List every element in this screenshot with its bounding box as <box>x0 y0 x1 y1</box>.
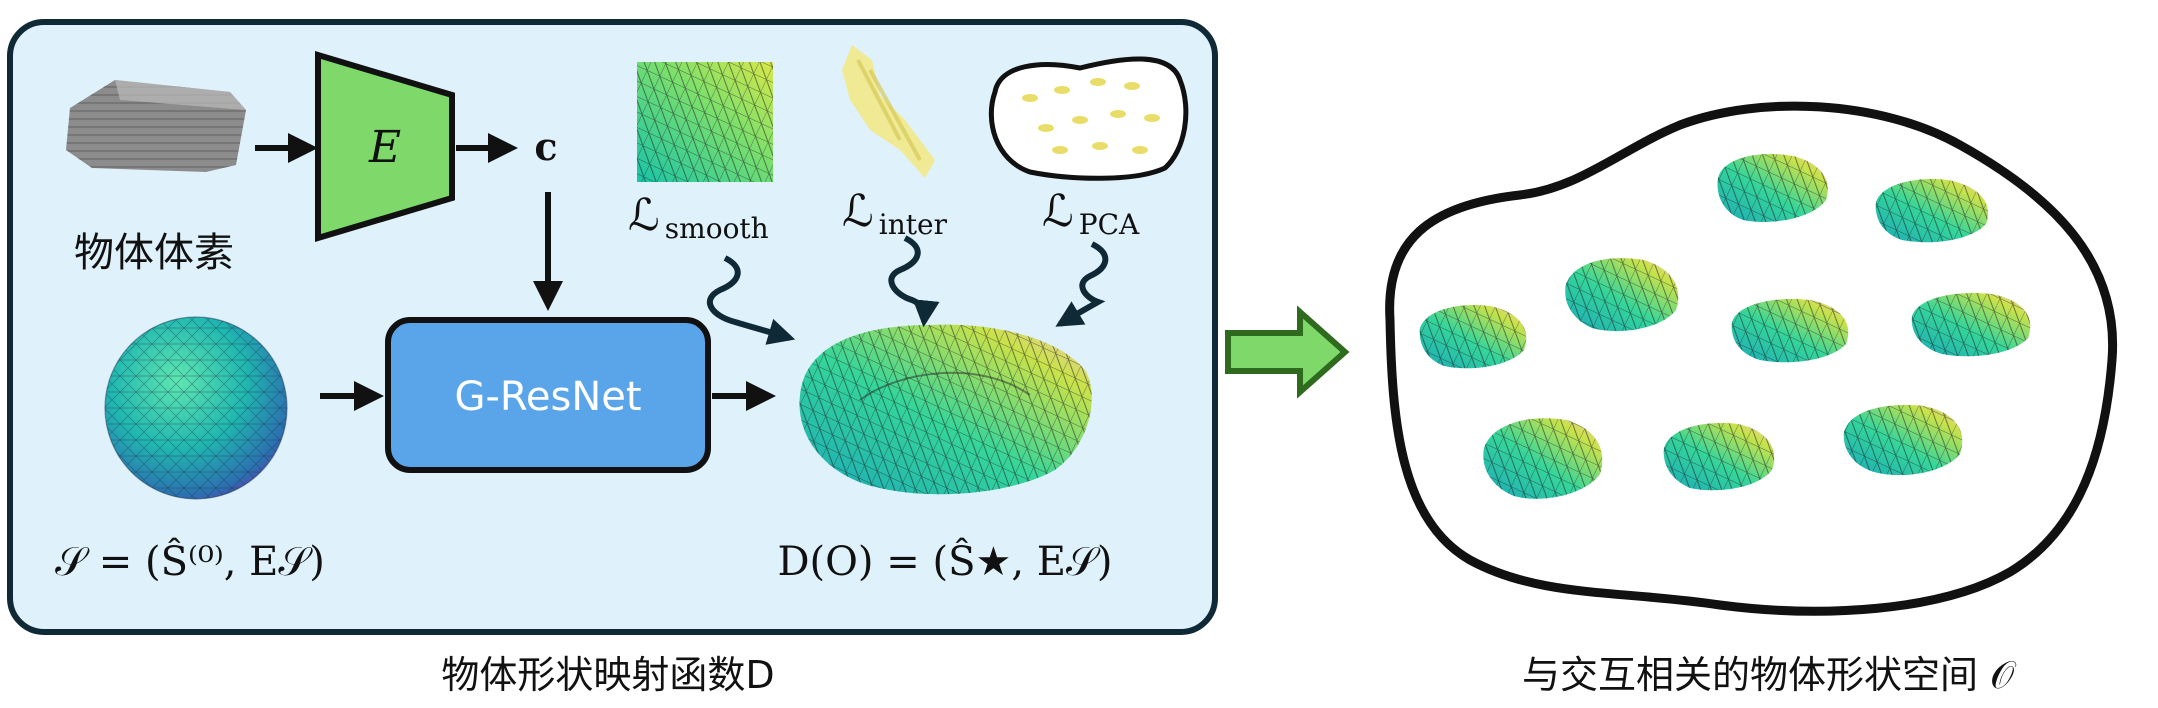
network-label: G-ResNet <box>454 374 641 420</box>
shape-instance <box>1663 423 1775 491</box>
transfer-arrow-icon <box>1225 305 1350 399</box>
shape-instances <box>1419 154 2031 499</box>
loss-smooth-symbol: ℒ <box>628 190 660 241</box>
loss-inter-symbol: ℒ <box>842 186 874 237</box>
shape-instance <box>1717 154 1828 222</box>
deformed-mesh-icon <box>799 324 1092 495</box>
squiggle-arrow-pca <box>1055 241 1109 327</box>
shape-instance <box>1875 178 1989 243</box>
inter-loss-thumbnail-icon <box>842 45 935 178</box>
loss-inter-subscript: inter <box>879 208 948 241</box>
loss-pca-subscript: PCA <box>1079 208 1140 241</box>
squiggle-arrow-smooth <box>706 255 796 345</box>
right-caption: 与交互相关的物体形状空间 𝒪 <box>1522 653 2017 697</box>
loss-inter-label: ℒ inter <box>842 186 948 241</box>
sphere-formula: 𝒮 = (Ŝ⁽⁰⁾, E𝒮) <box>55 538 325 585</box>
voxel-label: 物体体素 <box>74 230 234 276</box>
loss-smooth-subscript: smooth <box>665 212 769 245</box>
loss-smooth-label: ℒ smooth <box>628 190 769 245</box>
encoder-block <box>315 50 455 243</box>
left-caption: 物体形状映射函数D <box>441 653 774 697</box>
shape-instance <box>1483 418 1603 499</box>
shape-instance <box>1419 304 1527 369</box>
smooth-loss-thumbnail-icon <box>637 62 773 182</box>
output-formula: D(O) = (Ŝ★, E𝒮) <box>777 538 1112 585</box>
loss-pca-symbol: ℒ <box>1042 186 1074 237</box>
encoder-label: E <box>368 122 401 173</box>
pca-loss-thumbnail-icon <box>988 56 1189 181</box>
voxel-grid-icon <box>66 80 246 172</box>
shape-instance <box>1565 258 1679 332</box>
network-block <box>385 317 711 473</box>
mesh-sphere-icon <box>104 316 288 500</box>
shape-instance <box>1731 298 1849 363</box>
loss-pca-label: ℒ PCA <box>1042 186 1140 241</box>
shape-instance <box>1911 292 2031 357</box>
code-label: c <box>534 124 557 169</box>
squiggle-arrow-inter <box>888 235 940 328</box>
shape-instance <box>1843 405 1963 476</box>
